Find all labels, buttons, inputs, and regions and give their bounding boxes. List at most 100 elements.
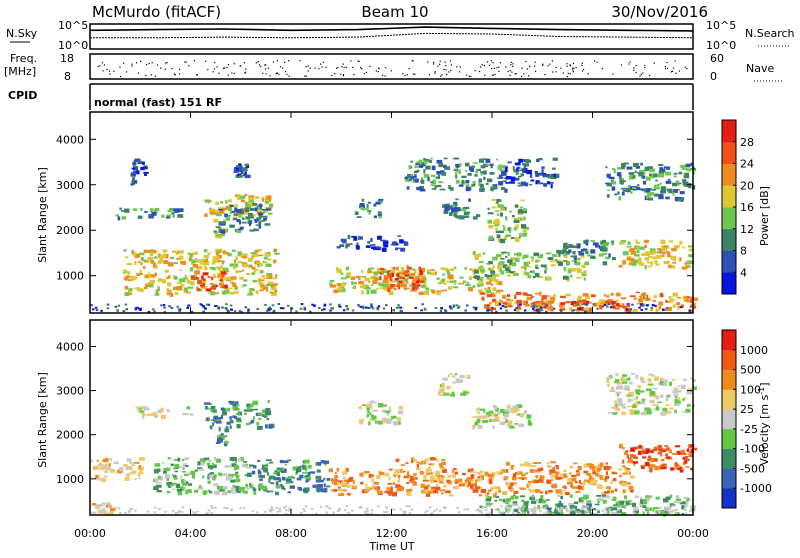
velocity-cell xyxy=(560,507,563,512)
freq-mark xyxy=(216,66,218,68)
power-cell xyxy=(513,309,517,312)
freq-mark xyxy=(150,74,152,76)
freq-mark xyxy=(102,70,104,72)
velocity-cell xyxy=(243,409,250,412)
freq-mark xyxy=(226,66,228,69)
power-cell xyxy=(646,251,652,255)
velocity-cell xyxy=(320,479,324,483)
power-cell xyxy=(128,288,133,291)
velocity-cell xyxy=(371,478,375,483)
power-cell xyxy=(259,279,265,281)
power-cell xyxy=(523,163,530,167)
power-cell xyxy=(370,289,377,294)
velocity-cell xyxy=(601,491,604,496)
velocity-cell xyxy=(605,495,610,499)
power-cell xyxy=(265,287,269,292)
power-cell xyxy=(190,267,193,272)
power-cell xyxy=(529,183,533,186)
power-cell xyxy=(188,257,192,262)
velocity-cell xyxy=(626,405,633,408)
power-cell xyxy=(267,258,272,261)
velocity-cell xyxy=(230,420,234,424)
velocity-cell xyxy=(182,463,187,467)
power-cell xyxy=(257,263,260,268)
power-cell xyxy=(640,308,643,311)
power-cell xyxy=(204,213,208,217)
power-cell xyxy=(571,309,574,312)
velocity-cell xyxy=(562,485,566,489)
power-cell xyxy=(606,182,612,187)
velocity-cell xyxy=(402,510,405,513)
power-cell xyxy=(657,248,661,251)
velocity-cell xyxy=(258,417,262,421)
velocity-cell xyxy=(472,488,479,493)
power-cell xyxy=(387,273,392,277)
velocity-cell xyxy=(668,512,671,515)
freq-mark xyxy=(566,76,568,78)
power-cell xyxy=(237,169,243,173)
power-cell xyxy=(634,170,637,174)
velocity-cell xyxy=(580,497,584,501)
velocity-cell xyxy=(664,383,667,387)
velocity-cell xyxy=(498,488,501,493)
velocity-cell xyxy=(526,414,532,419)
freq-mark xyxy=(412,60,414,62)
velocity-cell xyxy=(603,491,609,494)
velocity-cell xyxy=(560,495,563,500)
velocity-cell xyxy=(207,480,211,484)
power-cell xyxy=(586,254,592,257)
velocity-cell xyxy=(633,509,639,513)
power-cell xyxy=(489,163,494,166)
velocity-cell xyxy=(515,472,518,474)
power-cell xyxy=(212,267,216,271)
power-cell xyxy=(202,305,205,308)
velocity-cell xyxy=(606,378,610,383)
velocity-cell xyxy=(370,487,373,490)
power-cell xyxy=(132,208,138,211)
power-cell xyxy=(644,294,647,299)
velocity-cell xyxy=(231,487,236,492)
velocity-cell xyxy=(282,460,289,464)
power-cell xyxy=(567,269,572,274)
freq-mark xyxy=(633,67,635,69)
power-cell xyxy=(373,215,377,219)
velocity-cell xyxy=(244,490,248,494)
velocity-cell xyxy=(523,461,530,464)
power-cell xyxy=(681,304,684,308)
velocity-cell xyxy=(113,461,119,464)
power-cell xyxy=(454,207,461,212)
power-cell xyxy=(394,278,399,281)
power-cell xyxy=(511,237,515,239)
velocity-cell xyxy=(99,509,102,511)
velocity-cell xyxy=(256,421,260,426)
power-cell xyxy=(516,168,519,171)
velocity-cell xyxy=(516,404,522,408)
velocity-cell xyxy=(639,376,643,380)
power-cell xyxy=(265,200,269,204)
velocity-cell xyxy=(641,449,645,454)
power-cell xyxy=(615,299,619,303)
power-cell xyxy=(265,274,269,279)
velocity-cell xyxy=(586,510,590,513)
velocity-cell xyxy=(209,403,212,405)
power-cell xyxy=(541,295,547,300)
velocity-cell xyxy=(181,478,185,484)
freq-mark xyxy=(644,67,646,69)
power-cell xyxy=(535,180,540,183)
power-cell xyxy=(590,294,596,298)
power-cell xyxy=(671,247,677,252)
velocity-cell xyxy=(614,488,618,492)
power-cell xyxy=(518,175,522,178)
velocity-cell xyxy=(660,458,665,462)
power-cell xyxy=(170,306,174,309)
power-cell xyxy=(224,307,228,310)
power-cell xyxy=(673,172,678,175)
power-cell xyxy=(486,304,490,307)
power-cell xyxy=(496,199,501,202)
power-cell xyxy=(579,304,583,309)
velocity-cell xyxy=(467,468,474,473)
power-cell xyxy=(367,269,372,274)
power-cell xyxy=(176,305,179,308)
power-cell xyxy=(336,283,342,286)
power-cell xyxy=(225,303,228,306)
